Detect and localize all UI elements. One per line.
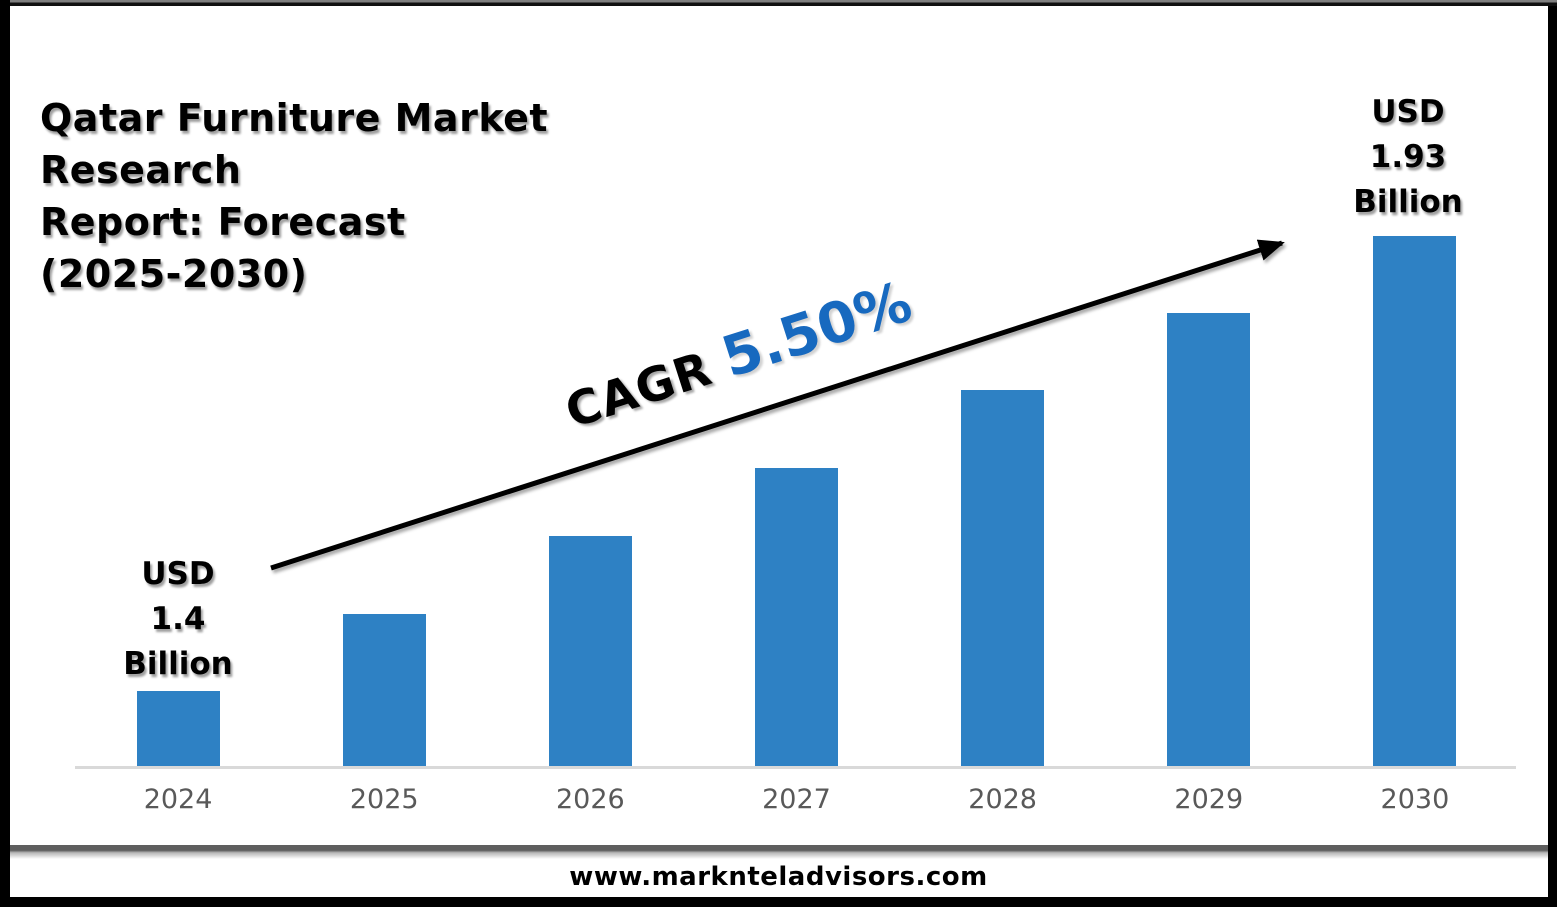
bar-2025 xyxy=(342,614,426,768)
bar-2029 xyxy=(1167,313,1251,768)
right-border xyxy=(1548,6,1557,897)
bar-column-2030 xyxy=(1312,236,1518,768)
x-tick-2024: 2024 xyxy=(143,784,213,815)
footer-divider xyxy=(10,845,1548,859)
x-tick-2025: 2025 xyxy=(349,784,419,815)
x-axis-labels: 2024 2025 2026 2027 2028 2029 2030 xyxy=(75,784,1518,815)
bar-column-2029 xyxy=(1106,236,1312,768)
bar-2027 xyxy=(754,468,838,768)
chart-title: Qatar Furniture Market Research Report: … xyxy=(40,96,549,296)
bar-column-2025 xyxy=(281,236,487,768)
bottom-border xyxy=(0,897,1557,907)
bar-column-2024 xyxy=(75,236,281,768)
footer-url: www.marknteladvisors.com xyxy=(569,862,988,892)
x-axis-line xyxy=(75,766,1516,769)
bar-2026 xyxy=(548,536,632,768)
bar-column-2028 xyxy=(900,236,1106,768)
bars xyxy=(75,236,1518,768)
x-tick-2026: 2026 xyxy=(555,784,625,815)
x-tick-2029: 2029 xyxy=(1174,784,1244,815)
value-label-2030: USD 1.93 Billion xyxy=(1353,94,1463,220)
left-border xyxy=(0,0,10,907)
x-tick-2030: 2030 xyxy=(1380,784,1450,815)
bar-column-2027 xyxy=(693,236,899,768)
top-border xyxy=(0,0,1557,6)
value-label-2024: USD 1.4 Billion xyxy=(123,556,233,682)
bar-column-2026 xyxy=(487,236,693,768)
x-tick-2027: 2027 xyxy=(762,784,831,815)
bar-2030 xyxy=(1373,236,1457,768)
x-tick-2028: 2028 xyxy=(968,784,1037,815)
bar-2028 xyxy=(961,390,1045,768)
bar-2024 xyxy=(136,691,220,768)
